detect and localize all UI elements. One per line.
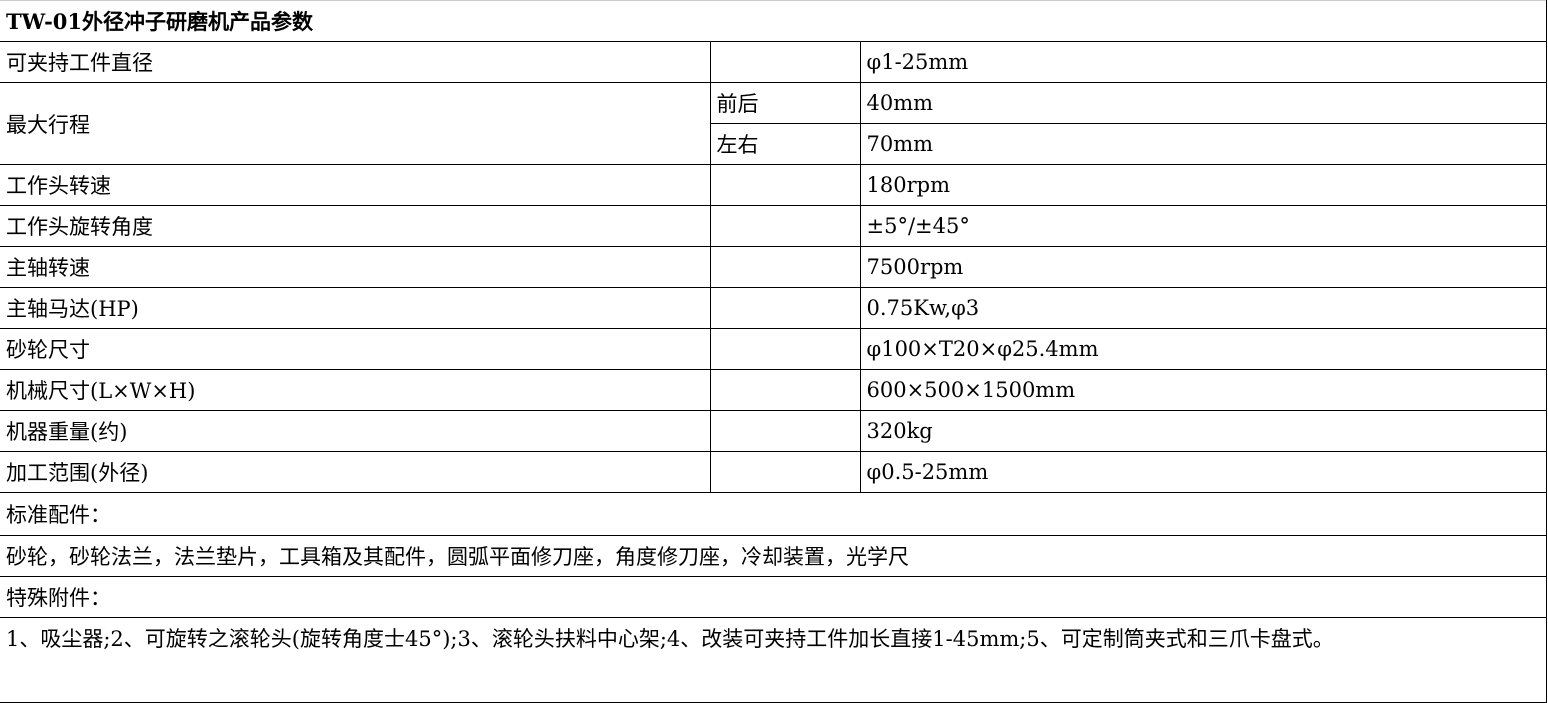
empty-cell <box>709 410 861 452</box>
spec-label: 工作头转速 <box>0 164 711 206</box>
spec-value: 320kg <box>859 410 1547 452</box>
standard-label: 标准配件： <box>0 492 1547 536</box>
spec-label: 砂轮尺寸 <box>0 328 711 370</box>
spec-value: 600×500×1500mm <box>859 369 1547 411</box>
spec-value: 0.75Kw,φ3 <box>859 287 1547 329</box>
spec-value: φ100×T20×φ25.4mm <box>859 328 1547 370</box>
spec-value: 180rpm <box>859 164 1547 206</box>
spec-label: 工作头旋转角度 <box>0 205 711 247</box>
spec-value: 40mm <box>859 82 1547 124</box>
spec-label: 加工范围(外径) <box>0 451 711 493</box>
empty-cell <box>709 41 861 83</box>
spec-value: φ1-25mm <box>859 41 1547 83</box>
spec-value: 70mm <box>859 123 1547 165</box>
empty-cell <box>709 205 861 247</box>
empty-cell <box>709 164 861 206</box>
spec-label: 最大行程 <box>0 82 711 165</box>
spec-value: ±5°/±45° <box>859 205 1547 247</box>
spec-label: 可夹持工件直径 <box>0 41 711 83</box>
spec-label: 主轴马达(HP) <box>0 287 711 329</box>
spec-value: φ0.5-25mm <box>859 451 1547 493</box>
empty-cell <box>709 328 861 370</box>
special-label: 特殊附件： <box>0 576 1547 618</box>
empty-cell <box>709 369 861 411</box>
spec-value: 7500rpm <box>859 246 1547 288</box>
empty-cell <box>709 287 861 329</box>
standard-value: 砂轮，砂轮法兰，法兰垫片，工具箱及其配件，圆弧平面修刀座，角度修刀座，冷却装置，… <box>0 535 1547 577</box>
empty-cell <box>709 246 861 288</box>
spec-label: 主轴转速 <box>0 246 711 288</box>
table-title: TW-01外径冲子研磨机产品参数 <box>0 0 1547 42</box>
spec-label: 机器重量(约) <box>0 410 711 452</box>
sub-label: 左右 <box>710 123 861 165</box>
empty-cell <box>709 451 861 493</box>
spec-label: 机械尺寸(L×W×H) <box>0 369 711 411</box>
sub-label: 前后 <box>709 82 861 124</box>
special-value: 1、吸尘器;2、可旋转之滚轮头(旋转角度士45°);3、滚轮头扶料中心架;4、改… <box>0 617 1547 703</box>
